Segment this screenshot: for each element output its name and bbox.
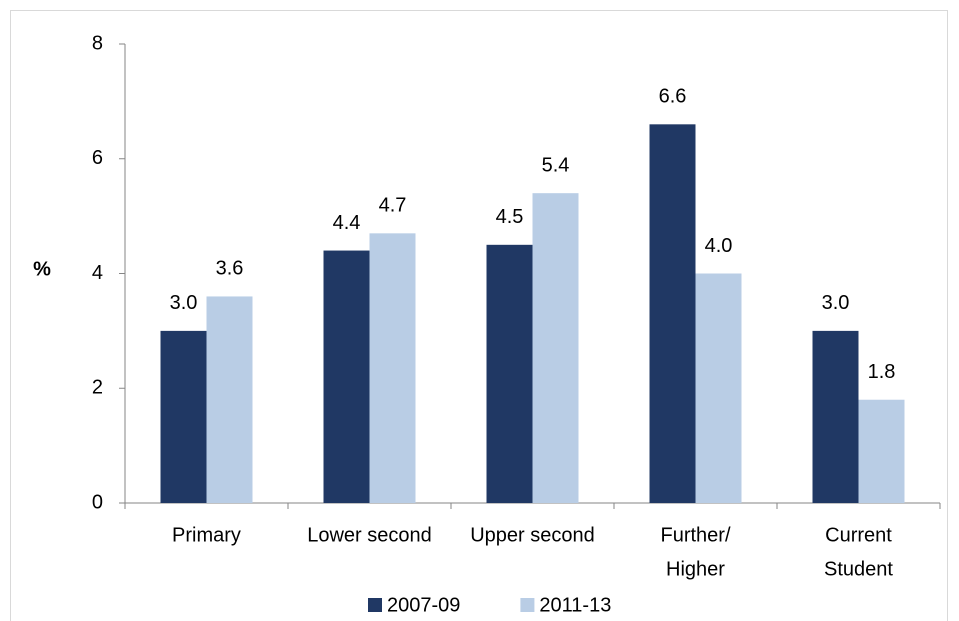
- value-label: 3.6: [216, 258, 244, 280]
- x-tick-label: Higher: [666, 558, 725, 580]
- bar: [206, 296, 253, 503]
- y-tick-label: 2: [92, 377, 103, 399]
- value-label: 1.8: [868, 361, 896, 383]
- value-label: 3.0: [170, 292, 198, 314]
- y-tick-label: 4: [92, 262, 103, 284]
- value-label: 4.0: [705, 235, 733, 257]
- y-tick-label: 0: [92, 491, 103, 513]
- legend-swatch: [368, 598, 382, 612]
- x-tick-label: Primary: [172, 524, 241, 546]
- y-tick-label: 6: [92, 147, 103, 169]
- bar: [649, 124, 696, 503]
- x-tick-label: Further/: [660, 524, 730, 546]
- bar: [812, 330, 859, 503]
- chart-frame: [10, 10, 948, 621]
- y-tick-label: 8: [92, 32, 103, 54]
- bar: [323, 250, 370, 503]
- legend-label: 2011-13: [539, 594, 611, 616]
- x-tick-label: Student: [824, 558, 893, 580]
- value-label: 3.0: [822, 292, 850, 314]
- bar: [532, 193, 579, 504]
- value-label: 4.7: [379, 195, 407, 217]
- value-label: 5.4: [542, 154, 570, 176]
- legend-label: 2007-09: [387, 594, 460, 616]
- value-label: 4.5: [496, 206, 524, 228]
- x-tick-label: Upper second: [470, 524, 595, 546]
- y-axis-label: %: [33, 258, 51, 280]
- value-label: 4.4: [333, 212, 361, 234]
- bar: [858, 399, 905, 503]
- bar: [695, 273, 742, 503]
- bar: [369, 233, 416, 503]
- bar: [486, 244, 533, 503]
- x-tick-label: Current: [825, 524, 892, 546]
- legend-swatch: [520, 598, 535, 612]
- value-label: 6.6: [659, 86, 687, 108]
- bar: [160, 330, 207, 503]
- x-tick-label: Lower second: [307, 524, 432, 546]
